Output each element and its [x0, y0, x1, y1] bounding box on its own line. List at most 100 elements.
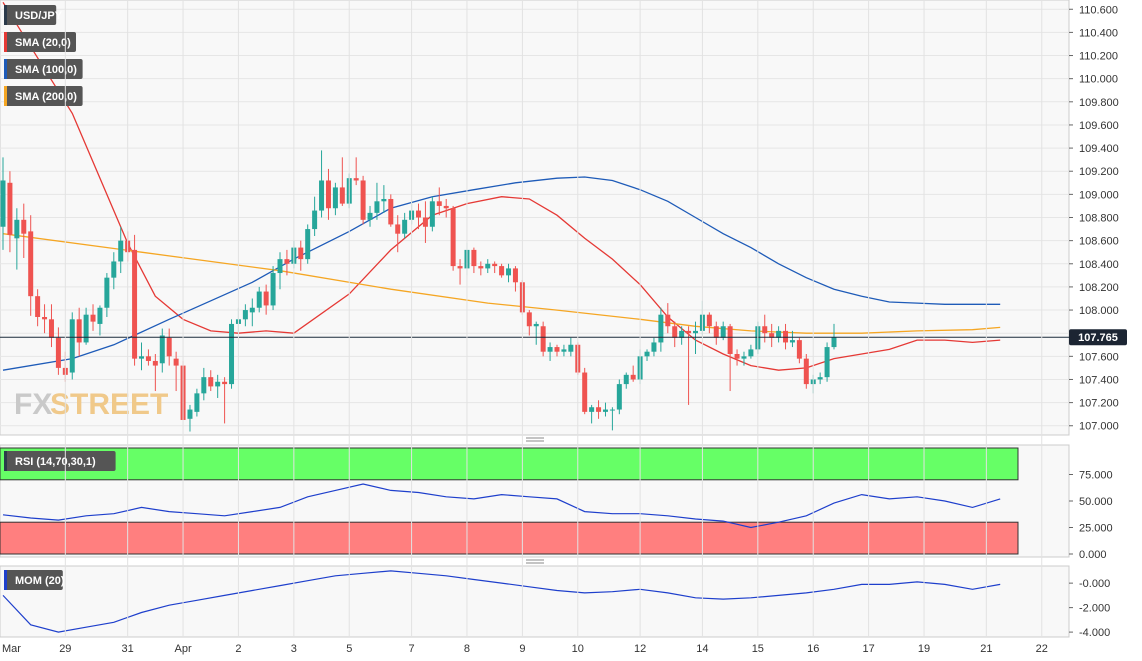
candle-body: [14, 219, 20, 239]
mom-tick-label: -2.000: [1079, 603, 1110, 615]
candle-body: [720, 326, 726, 338]
candle-body: [319, 180, 325, 211]
legend-item[interactable]: SMA (20,0): [4, 32, 76, 52]
legend-item-bg: [4, 5, 57, 25]
candle-body: [734, 354, 740, 359]
time-tick-label: 9: [519, 643, 525, 655]
legend-item-label: SMA (20,0): [15, 37, 71, 49]
momentum-legend: MOM (20): [4, 570, 65, 590]
legend-item[interactable]: SMA (100,0): [4, 59, 83, 79]
price-tick-label: 110.200: [1079, 51, 1118, 63]
candle-body: [602, 409, 608, 412]
legend-item[interactable]: USD/JPY: [4, 5, 63, 25]
candle-body: [693, 330, 698, 334]
candle-body: [436, 201, 442, 206]
candle-body: [789, 340, 795, 343]
candle-body: [686, 330, 692, 334]
candle-body: [499, 266, 505, 276]
candle-body: [450, 208, 456, 267]
candle-body: [215, 381, 221, 387]
mom-legend-item-bg: [4, 570, 63, 590]
candle-body: [478, 266, 484, 269]
candle-body: [256, 291, 262, 308]
legend-item-label: SMA (200,0): [15, 91, 77, 103]
price-tick-label: 108.000: [1079, 305, 1119, 317]
candle-body: [547, 347, 553, 352]
candle-body: [395, 224, 401, 234]
candle-body: [762, 326, 768, 334]
candle-body: [471, 249, 477, 267]
candle-body: [187, 409, 193, 419]
rsi-legend-item-label: RSI (14,70,30,1): [15, 456, 96, 468]
legend-item-bg: [4, 32, 76, 52]
price-tick-label: 107.200: [1079, 398, 1119, 410]
candle-body: [201, 377, 207, 394]
candle-body: [533, 323, 539, 327]
candle-body: [194, 393, 200, 412]
candle-body: [831, 337, 837, 348]
candle-body: [139, 356, 144, 359]
candle-body: [783, 330, 789, 343]
price-tick-label: 109.000: [1079, 189, 1119, 201]
price-tick-label: 110.000: [1079, 74, 1118, 86]
candle-body: [312, 210, 318, 230]
candle-body: [242, 310, 248, 320]
candle-body: [166, 337, 172, 357]
candle-body: [0, 180, 6, 227]
momentum-panel: [0, 565, 1070, 638]
candle-body: [208, 377, 214, 387]
legend-item-bg: [4, 59, 83, 79]
candle-body: [222, 381, 228, 385]
price-tick-label: 110.600: [1079, 4, 1118, 16]
mom-legend-item-swatch: [4, 570, 7, 590]
rsi-tick-label: 75.000: [1079, 470, 1113, 482]
time-tick-label: 15: [752, 643, 764, 655]
candle-body: [713, 326, 719, 338]
candle-body: [55, 337, 61, 368]
legend-item-swatch: [4, 5, 7, 25]
candle-body: [21, 219, 27, 234]
price-grid: [0, 8, 1069, 427]
candle-body: [582, 372, 588, 412]
candle-body: [35, 296, 41, 317]
price-tick-label: 108.200: [1079, 282, 1119, 294]
rsi-y-axis: 0.000 25.000 50.000 75.000: [1069, 470, 1113, 561]
candle-body: [111, 261, 117, 278]
candle-body: [159, 335, 165, 364]
legend-item[interactable]: SMA (200,0): [4, 86, 83, 106]
candle-body: [817, 377, 823, 380]
time-tick-label: 3: [291, 643, 297, 655]
legend-item-swatch: [4, 59, 7, 79]
legend-item-bg: [4, 86, 83, 106]
rsi-legend-item[interactable]: RSI (14,70,30,1): [4, 451, 116, 471]
price-tick-label: 107.600: [1079, 351, 1119, 363]
price-tick-label: 109.600: [1079, 120, 1119, 132]
candle-body: [748, 349, 754, 357]
panel-splitter-top[interactable]: [526, 437, 544, 442]
mom-legend-item[interactable]: MOM (20): [4, 570, 65, 590]
candle-body: [429, 201, 435, 227]
candle-body: [118, 240, 124, 262]
price-tick-label: 108.600: [1079, 236, 1119, 248]
candle-body: [381, 198, 387, 202]
candle-body: [48, 319, 54, 338]
rsi-tick-label: 0.000: [1079, 549, 1107, 561]
time-tick-label: 12: [634, 643, 646, 655]
candle-body: [145, 356, 151, 361]
price-tick-label: 107.000: [1079, 421, 1119, 433]
current-price-badge-bg: [1069, 329, 1127, 346]
legend-item-label: USD/JPY: [15, 10, 63, 22]
time-tick-label: 17: [863, 643, 875, 655]
candle-body: [152, 360, 158, 366]
time-tick-label: Apr: [174, 643, 191, 655]
candle-body: [388, 198, 394, 225]
candle-body: [554, 347, 560, 352]
candle-body: [803, 358, 809, 385]
rsi-legend-item-swatch: [4, 451, 7, 471]
panel-splitter-bottom[interactable]: [526, 559, 544, 564]
rsi-overbought-zone: [0, 447, 1019, 481]
candle-body: [706, 314, 712, 327]
candle-body: [512, 268, 518, 283]
price-tick-label: 108.400: [1079, 259, 1119, 271]
